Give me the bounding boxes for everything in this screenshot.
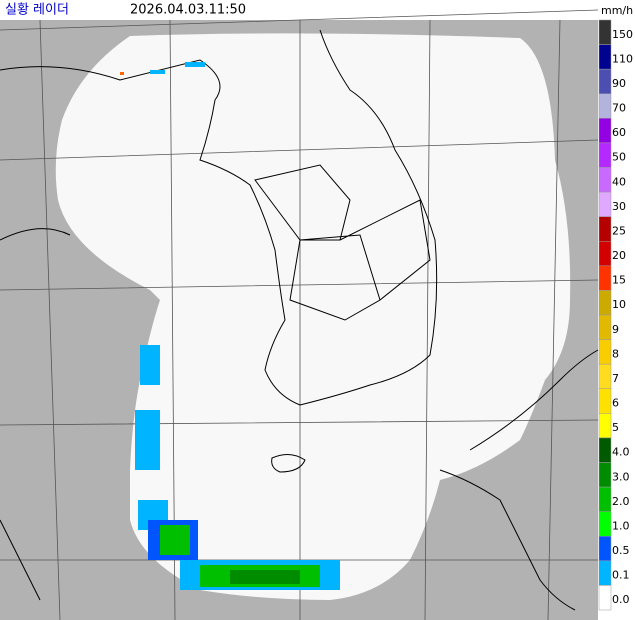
legend-swatch (598, 437, 612, 463)
legend-label: 0.1 (612, 569, 630, 582)
legend-label: 30 (612, 200, 626, 213)
precipitation (120, 62, 340, 590)
legend-swatch (598, 142, 612, 168)
legend-swatch (598, 585, 612, 611)
legend-label: 4.0 (612, 446, 630, 459)
legend-swatch (598, 216, 612, 242)
legend-label: 0.5 (612, 544, 630, 557)
legend-swatch (598, 536, 612, 562)
legend-label: 2.0 (612, 495, 630, 508)
legend-swatch (598, 241, 612, 267)
grid (0, 9, 599, 620)
legend-label: 3.0 (612, 470, 630, 483)
legend-label: 5 (612, 421, 619, 434)
legend-swatch (598, 44, 612, 70)
legend-swatch (598, 167, 612, 193)
legend: 150 110 90 70 60 50 40 30 25 20 15 10 9 8 7 6 5 4.0 3.0 2.0… (598, 19, 633, 611)
legend-label: 6 (612, 397, 619, 410)
legend-label: 20 (612, 249, 626, 262)
legend-label: 40 (612, 175, 626, 188)
legend-swatch (598, 191, 612, 217)
legend-label: 0.0 (612, 593, 630, 606)
legend-label: 7 (612, 372, 619, 385)
legend-swatch (598, 511, 612, 537)
legend-swatch (598, 486, 612, 512)
legend-label: 25 (612, 224, 626, 237)
legend-swatch (598, 93, 612, 119)
legend-label: 9 (612, 323, 619, 336)
title: 실황 레이더 (5, 3, 69, 18)
legend-label: 70 (612, 102, 626, 115)
legend-label: 60 (612, 126, 626, 139)
legend-label: 110 (612, 52, 633, 65)
legend-label: 50 (612, 151, 626, 164)
legend-label: 15 (612, 274, 626, 287)
legend-label: 90 (612, 77, 626, 90)
unit: mm/h (601, 4, 633, 17)
legend-swatch (598, 413, 612, 439)
legend-label: 8 (612, 347, 619, 360)
legend-label: 1.0 (612, 519, 630, 532)
map (0, 9, 599, 620)
legend-swatch (598, 290, 612, 316)
legend-label: 10 (612, 298, 626, 311)
legend-swatch (598, 19, 612, 45)
timestamp: 2026.04.03.11:50 (130, 3, 246, 18)
legend-swatch (598, 462, 612, 488)
legend-swatch (598, 314, 612, 340)
legend-swatch (598, 68, 612, 94)
legend-swatch (598, 118, 612, 144)
legend-swatch (598, 339, 612, 365)
legend-swatch (598, 560, 612, 586)
legend-label: 150 (612, 28, 633, 41)
legend-swatch (598, 265, 612, 291)
coastline (0, 29, 599, 611)
coverage-area (55, 33, 571, 600)
legend-swatch (598, 388, 612, 414)
legend-swatch (598, 363, 612, 389)
